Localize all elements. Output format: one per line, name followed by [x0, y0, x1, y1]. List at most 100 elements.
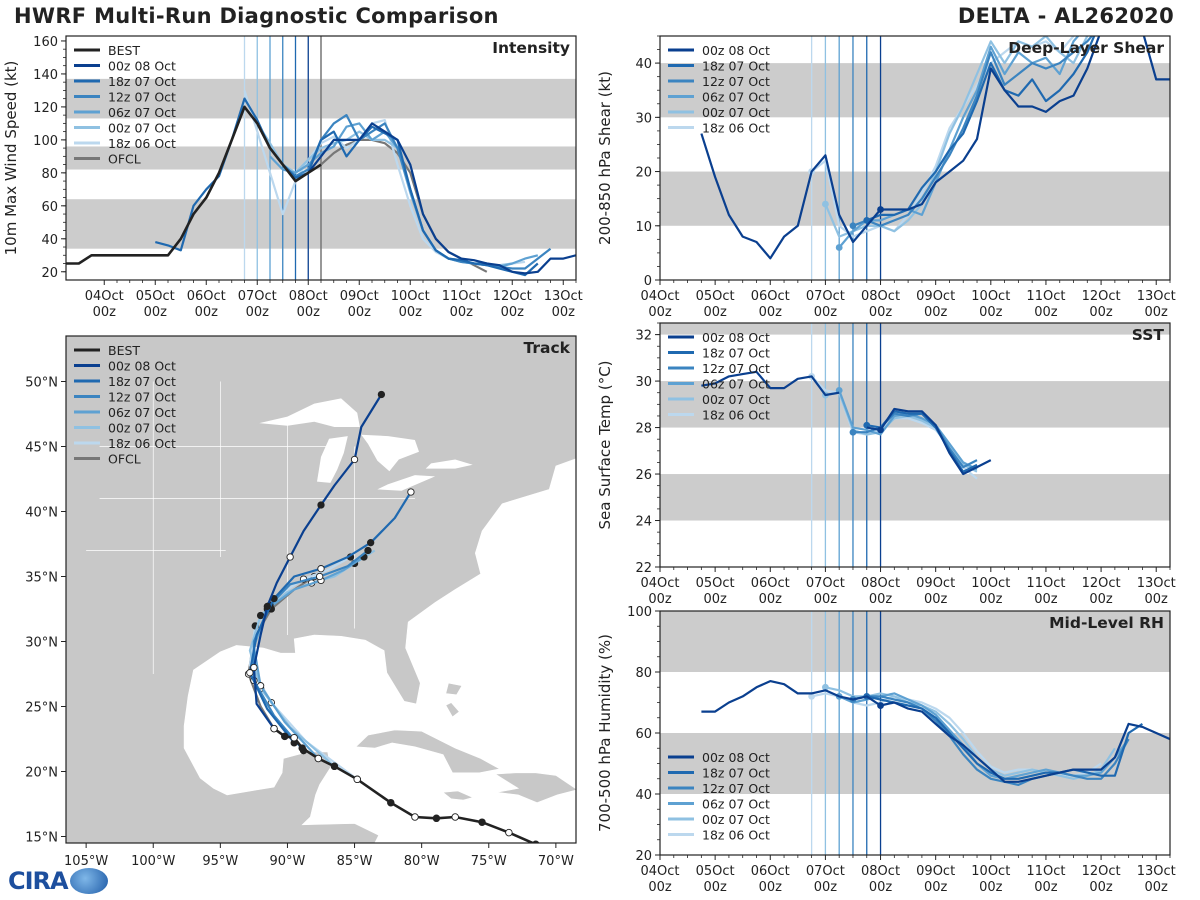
shear-ytick-label: 30	[635, 111, 652, 126]
cira-logo: CIRA	[6, 866, 108, 896]
map-lake-superior	[259, 398, 360, 427]
track-best-point	[451, 813, 459, 821]
sst-ytick-label: 22	[635, 561, 652, 576]
rh-xtick-label: 00z	[869, 880, 893, 895]
intensity-ytick-label: 100	[33, 134, 58, 149]
shear-ytick-label: 10	[635, 220, 652, 235]
rh-series-00z-08-oct	[701, 680, 1170, 783]
rh-ytick-label: 40	[635, 788, 652, 803]
sst-xtick-label: 05Oct	[696, 576, 735, 591]
rh-xtick-label: 11Oct	[1026, 864, 1065, 879]
intensity-legend-label: 12z 07 Oct	[108, 90, 176, 105]
sst-legend-label: 18z 07 Oct	[702, 346, 770, 361]
rh-ytick-label: 20	[635, 849, 652, 864]
intensity-xtick-label: 05Oct	[136, 289, 175, 304]
rh-legend-label: 12z 07 Oct	[702, 781, 770, 796]
rh-legend-label: 18z 07 Oct	[702, 766, 770, 781]
rh-xtick-label: 05Oct	[696, 864, 735, 879]
shear-series-12z-07-oct	[852, 36, 1094, 227]
shear-init-marker	[877, 206, 884, 213]
intensity-ytick-label: 20	[41, 266, 58, 281]
intensity-title: Intensity	[492, 39, 570, 57]
intensity-series-18z-07-oct	[155, 97, 539, 277]
figure-title: HWRF Multi-Run Diagnostic Comparison	[14, 4, 499, 28]
sst-xtick-label: 00z	[1034, 592, 1058, 607]
track-point	[377, 390, 386, 399]
track-legend-label: 00z 07 Oct	[108, 421, 176, 436]
shear-legend-label: 18z 06 Oct	[702, 121, 770, 136]
sst-ylabel: Sea Surface Temp (°C)	[596, 360, 614, 529]
sst-ytick-label: 32	[635, 329, 652, 344]
track-point	[286, 553, 294, 561]
track-best-point	[281, 732, 289, 741]
intensity-legend-label: 18z 06 Oct	[108, 136, 176, 151]
rh-shade-band	[660, 611, 1170, 672]
track-xtick-label: 85°W	[337, 854, 373, 869]
track-ytick-label: 45°N	[25, 441, 58, 456]
track-point	[350, 455, 359, 464]
intensity-plot-area	[66, 36, 576, 280]
intensity-legend-label: 06z 07 Oct	[108, 105, 176, 120]
rh-ytick-label: 100	[627, 605, 652, 620]
track-title: Track	[524, 339, 571, 357]
rh-title: Mid-Level RH	[1049, 614, 1164, 632]
shear-xtick-label: 11Oct	[1026, 289, 1065, 304]
rh-xtick-label: 00z	[648, 880, 672, 895]
shear-series-06z-07-oct	[838, 36, 1080, 249]
track-ytick-label: 20°N	[25, 766, 58, 781]
track-best-point	[270, 724, 278, 733]
rh-legend-label: 18z 06 Oct	[702, 828, 770, 843]
intensity-series-00z-08-oct	[307, 122, 576, 275]
shear-xtick-label: 00z	[648, 305, 672, 320]
sst-legend-label: 18z 06 Oct	[702, 408, 770, 423]
sst-xtick-label: 08Oct	[861, 576, 900, 591]
shear-xtick-label: 00z	[924, 305, 948, 320]
shear-xtick-label: 00z	[759, 305, 783, 320]
track-xtick-label: 90°W	[269, 854, 305, 869]
map-land-bahamas	[445, 682, 463, 696]
track-xtick-label: 105°W	[64, 854, 108, 869]
sst-legend-label: 12z 07 Oct	[702, 361, 770, 376]
shear-ytick-label: 40	[635, 57, 652, 72]
shear-xtick-label: 05Oct	[696, 289, 735, 304]
intensity-xtick-label: 12Oct	[493, 289, 532, 304]
map-lake-erie	[377, 475, 436, 491]
sst-legend-label: 06z 07 Oct	[702, 377, 770, 392]
intensity-xtick-label: 09Oct	[340, 289, 379, 304]
track-point	[317, 565, 325, 573]
sst-series-12z-07-oct	[853, 412, 978, 469]
shear-xtick-label: 10Oct	[971, 289, 1010, 304]
shear-init-marker	[835, 244, 843, 251]
rh-legend-label: 00z 07 Oct	[702, 812, 770, 827]
map-land-andros	[445, 702, 460, 718]
intensity-xtick-label: 04Oct	[85, 289, 124, 304]
sst-shade-band	[660, 474, 1170, 521]
rh-xtick-label: 00z	[1034, 880, 1058, 895]
map-land-hispaniola	[494, 772, 576, 804]
shear-xtick-label: 00z	[869, 305, 893, 320]
sst-xtick-label: 04Oct	[640, 576, 679, 591]
track-best-point	[314, 754, 323, 763]
intensity-xtick-label: 00z	[348, 305, 372, 320]
shear-xtick-label: 12Oct	[1082, 289, 1121, 304]
shear-xtick-label: 08Oct	[861, 289, 900, 304]
track-best-point	[290, 733, 298, 742]
panel-rh: 2040608010004Oct00z05Oct00z06Oct00z07Oct…	[596, 605, 1176, 895]
intensity-xtick-label: 13Oct	[544, 289, 583, 304]
rh-init-marker	[822, 683, 829, 691]
rh-xtick-label: 00z	[979, 880, 1003, 895]
shear-init-marker	[863, 216, 871, 224]
sst-xtick-label: 00z	[979, 592, 1003, 607]
intensity-xtick-label: 00z	[195, 305, 219, 320]
shear-xtick-label: 00z	[979, 305, 1003, 320]
sst-plot-area	[660, 323, 1170, 567]
rh-legend-label: 06z 07 Oct	[702, 797, 770, 812]
panel-track: 105°W 100°W 95°W 90°W 85°W 80°W 75°W 70°W 15°N 20…	[25, 335, 577, 869]
shear-xtick-label: 07Oct	[806, 289, 845, 304]
track-point	[263, 602, 271, 611]
track-best-point	[532, 840, 540, 843]
track-frame	[65, 335, 577, 844]
rh-ytick-label: 60	[635, 727, 652, 742]
shear-plot-area	[660, 36, 1170, 280]
track-legend-label: 12z 07 Oct	[108, 390, 176, 405]
